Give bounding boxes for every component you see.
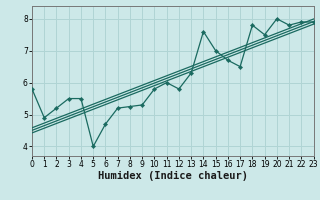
X-axis label: Humidex (Indice chaleur): Humidex (Indice chaleur) (98, 171, 248, 181)
